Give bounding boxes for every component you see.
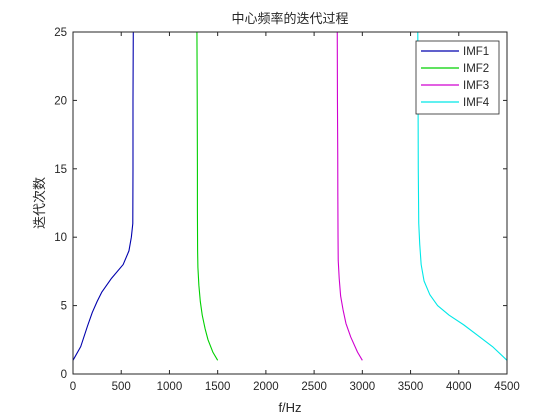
x-tick-label: 1000 [157, 381, 183, 393]
y-tick-label: 10 [54, 232, 67, 244]
y-axis-title: 迭代次数 [32, 177, 48, 229]
x-tick-label: 3500 [398, 381, 424, 393]
series-line-imf2 [196, 31, 219, 361]
y-tick-label: 15 [54, 164, 67, 176]
legend-label-imf1: IMF1 [463, 46, 489, 58]
plot-frame [72, 31, 508, 375]
series-line-imf4 [417, 31, 508, 361]
x-tick-label: 0 [70, 381, 76, 393]
y-tick-label: 25 [54, 27, 67, 39]
legend: IMF1 IMF2 IMF3 IMF4 [415, 40, 500, 115]
series-layer [72, 31, 508, 361]
x-tick-label: 2000 [253, 381, 279, 393]
y-axis-ticks: 0 5 10 15 20 25 [54, 27, 507, 381]
x-axis-ticks: 0 500 1000 1500 2000 2500 3000 3500 4000 4500 [70, 32, 520, 393]
x-axis-title: f/Hz [278, 400, 301, 415]
x-tick-label: 2500 [301, 381, 327, 393]
chart-title: 中心频率的迭代过程 [231, 11, 348, 27]
x-tick-label: 500 [112, 381, 131, 393]
legend-label-imf3: IMF3 [463, 80, 489, 92]
legend-label-imf4: IMF4 [463, 97, 490, 109]
x-tick-label: 4000 [446, 381, 472, 393]
x-tick-label: 3000 [350, 381, 376, 393]
y-tick-label: 5 [61, 301, 67, 313]
series-line-imf1 [72, 31, 134, 361]
x-tick-label: 1500 [205, 381, 231, 393]
y-tick-label: 0 [61, 369, 67, 381]
legend-label-imf2: IMF2 [463, 63, 489, 75]
series-line-imf3 [336, 31, 363, 361]
y-tick-label: 20 [54, 95, 67, 107]
x-tick-label: 4500 [494, 381, 520, 393]
